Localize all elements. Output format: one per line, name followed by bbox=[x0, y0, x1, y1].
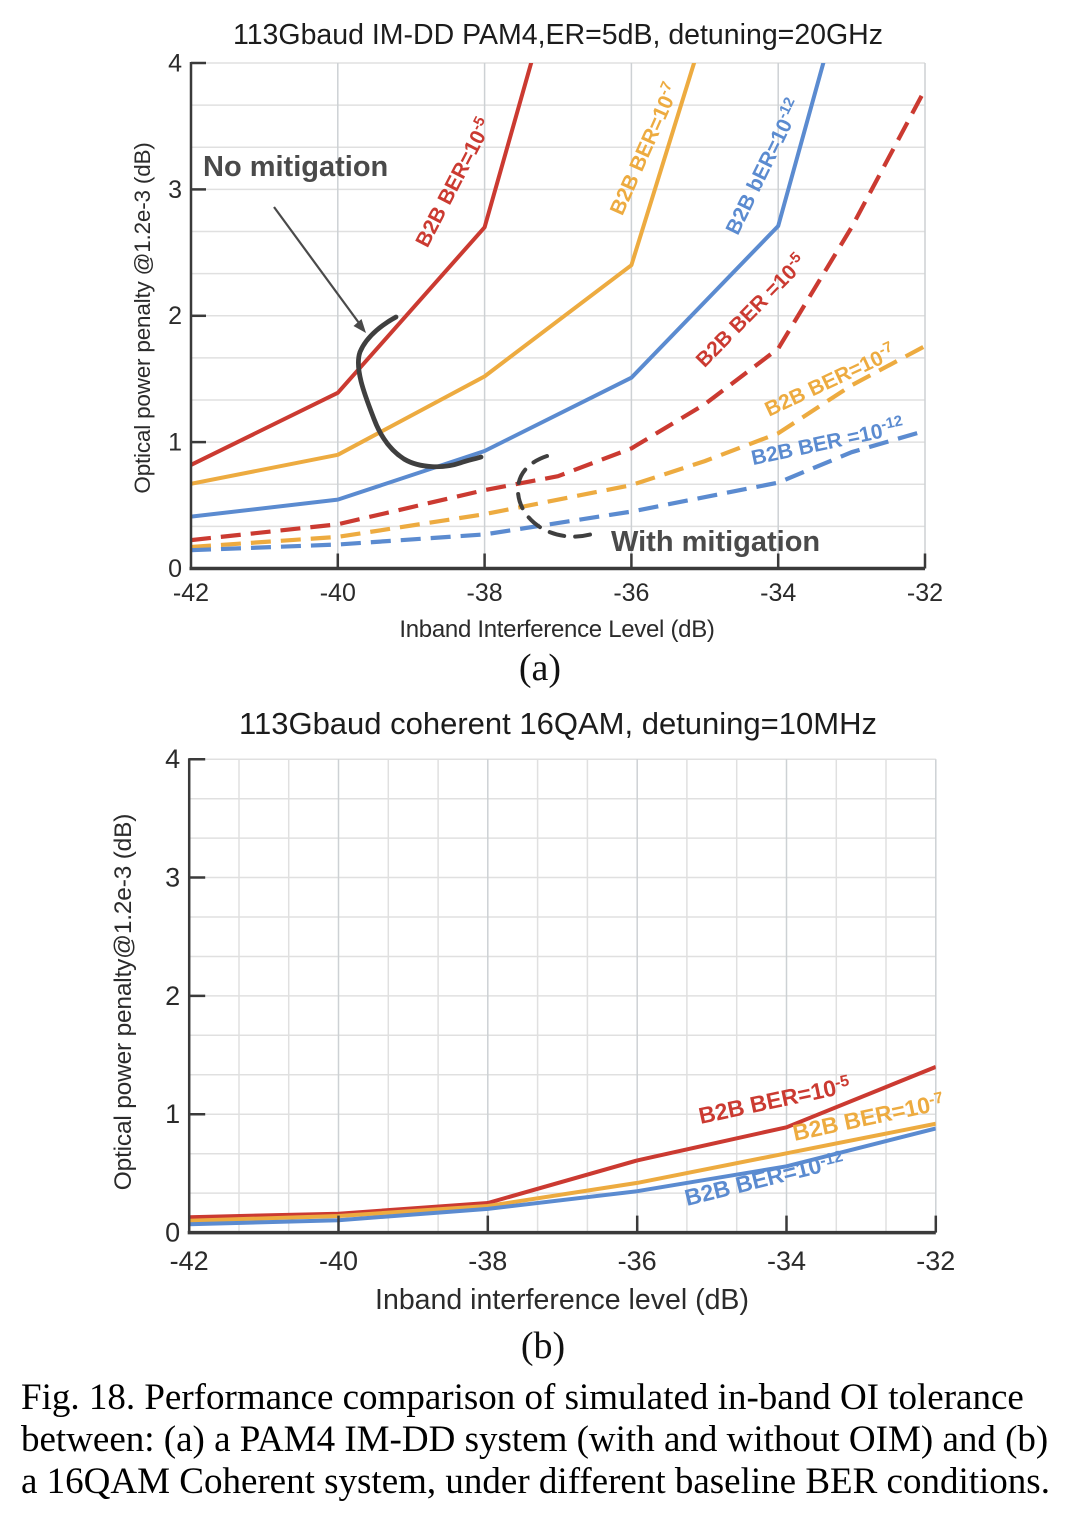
svg-text:No mitigation: No mitigation bbox=[203, 151, 388, 183]
svg-text:-42: -42 bbox=[170, 1246, 209, 1276]
svg-text:(a): (a) bbox=[519, 647, 561, 689]
svg-text:-34: -34 bbox=[760, 579, 796, 607]
svg-text:4: 4 bbox=[165, 744, 180, 774]
svg-text:With mitigation: With mitigation bbox=[611, 526, 820, 558]
svg-text:-36: -36 bbox=[613, 579, 649, 607]
svg-text:Fig. 18. Performance compariso: Fig. 18. Performance comparison of simul… bbox=[21, 1377, 1024, 1418]
svg-text:1: 1 bbox=[165, 1099, 180, 1129]
svg-text:113Gbaud IM-DD PAM4,ER=5dB, de: 113Gbaud IM-DD PAM4,ER=5dB, detuning=20G… bbox=[233, 19, 883, 51]
svg-text:-38: -38 bbox=[468, 1246, 507, 1276]
svg-text:(b): (b) bbox=[521, 1325, 565, 1367]
svg-text:-42: -42 bbox=[173, 579, 209, 607]
svg-text:-38: -38 bbox=[467, 579, 503, 607]
svg-text:Optical power penalty@1.2e-3 (: Optical power penalty@1.2e-3 (dB) bbox=[110, 814, 137, 1190]
svg-text:a 16QAM Coherent system, under: a 16QAM Coherent system, under different… bbox=[21, 1461, 1050, 1502]
svg-text:113Gbaud coherent 16QAM, detun: 113Gbaud coherent 16QAM, detuning=10MHz bbox=[239, 706, 877, 741]
svg-text:3: 3 bbox=[165, 863, 180, 893]
svg-text:4: 4 bbox=[168, 50, 182, 78]
svg-text:-32: -32 bbox=[907, 579, 943, 607]
svg-text:-34: -34 bbox=[767, 1246, 806, 1276]
svg-text:Optical power penalty @1.2e-3: Optical power penalty @1.2e-3 (dB) bbox=[130, 142, 155, 493]
svg-text:0: 0 bbox=[165, 1218, 180, 1248]
svg-text:Inband interference level (dB): Inband interference level (dB) bbox=[375, 1284, 749, 1316]
svg-text:1: 1 bbox=[168, 429, 182, 457]
svg-text:2: 2 bbox=[168, 302, 182, 330]
svg-text:2: 2 bbox=[165, 981, 180, 1011]
svg-text:3: 3 bbox=[168, 176, 182, 204]
svg-text:0: 0 bbox=[168, 555, 182, 583]
svg-text:-40: -40 bbox=[320, 579, 356, 607]
svg-text:between: (a) a PAM4 IM-DD syst: between: (a) a PAM4 IM-DD system (with a… bbox=[21, 1419, 1048, 1460]
svg-text:-40: -40 bbox=[319, 1246, 358, 1276]
svg-text:-36: -36 bbox=[618, 1246, 657, 1276]
svg-text:-32: -32 bbox=[916, 1246, 955, 1276]
svg-text:Inband Interference Level (dB): Inband Interference Level (dB) bbox=[399, 616, 714, 643]
